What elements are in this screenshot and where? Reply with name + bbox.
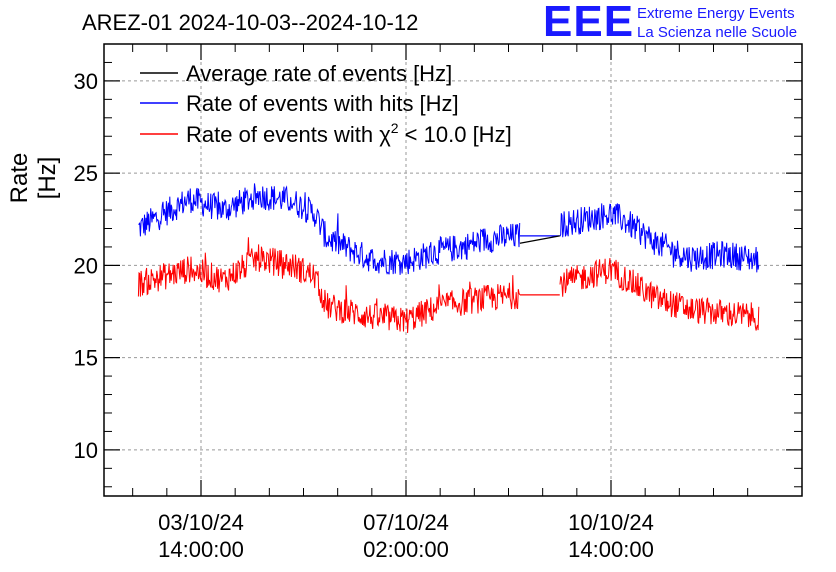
axis-ticks: 101520253003/10/2414:00:0007/10/2402:00:… — [74, 44, 802, 562]
legend-label-text: Average rate of events [Hz] — [186, 61, 452, 86]
logo-caption-line1: Extreme Energy Events — [637, 5, 795, 22]
legend-label-superscript: 2 — [391, 120, 399, 136]
y-tick-label: 15 — [74, 346, 98, 371]
chart-title: AREZ-01 2024-10-03--2024-10-12 — [82, 10, 419, 35]
y-tick-label: 10 — [74, 438, 98, 463]
legend-label: Average rate of events [Hz] — [186, 61, 452, 86]
plot-frame — [103, 43, 803, 497]
plot-series — [137, 183, 760, 334]
legend: Average rate of events [Hz] Rate of event… — [140, 61, 512, 147]
logo-caption: Extreme Energy Events La Scienza nelle S… — [637, 4, 797, 42]
grid-lines — [104, 44, 802, 496]
x-tick-label-time: 02:00:00 — [363, 537, 449, 562]
legend-label: Rate of events with χ2 < 10.0 [Hz] — [186, 120, 512, 147]
x-tick-label-time: 14:00:00 — [158, 537, 244, 562]
x-tick-label-date: 07/10/24 — [363, 510, 449, 535]
x-tick-label-date: 03/10/24 — [158, 510, 244, 535]
x-tick-label-date: 10/10/24 — [568, 510, 654, 535]
logo-caption-line2: La Scienza nelle Scuole — [637, 24, 798, 41]
eee-logo: EEE — [543, 0, 635, 46]
x-tick-label-time: 14:00:00 — [568, 537, 654, 562]
legend-label: Rate of events with hits [Hz] — [186, 91, 459, 116]
y-tick-label: 25 — [74, 161, 98, 186]
legend-label-text: Rate of events with hits [Hz] — [186, 91, 459, 116]
y-tick-label: 20 — [74, 253, 98, 278]
average-rate-line — [519, 235, 560, 244]
series-line-seg2 — [559, 203, 760, 273]
y-axis-label: Rate [Hz] — [6, 152, 61, 204]
legend-label-tail: < 10.0 [Hz] — [399, 122, 512, 147]
y-tick-label: 30 — [74, 69, 98, 94]
series-line-seg1 — [138, 183, 521, 275]
series-line-seg1 — [137, 237, 521, 334]
series-line-seg2 — [559, 257, 760, 331]
legend-label-text: Rate of events with χ — [186, 122, 391, 147]
